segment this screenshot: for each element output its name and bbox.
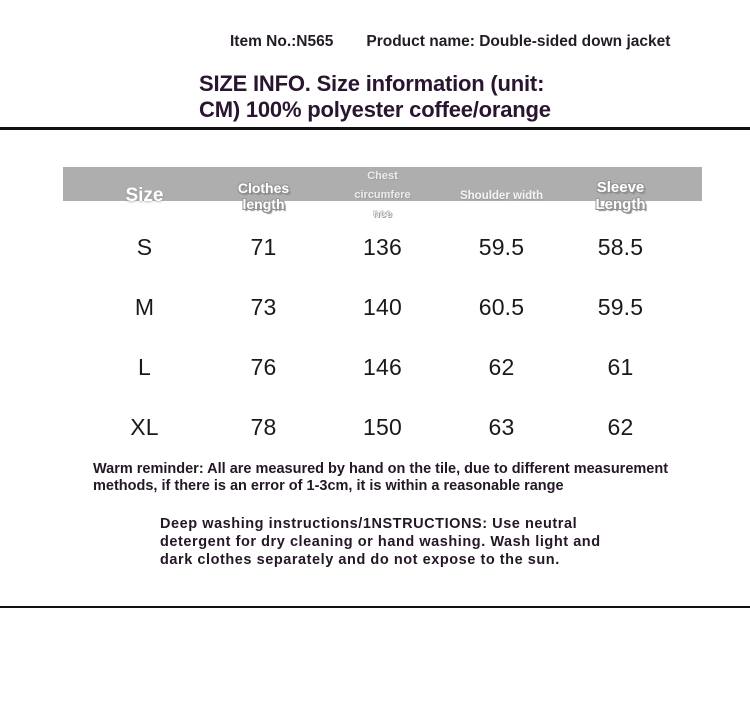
page-title-line2: CM) 100% polyester coffee/orange bbox=[199, 97, 551, 122]
table-row-m: M 73 140 60.5 59.5 bbox=[85, 277, 680, 337]
cell-clothes-length: 73 bbox=[250, 293, 277, 320]
table-row-xl: XL 78 150 63 62 bbox=[85, 397, 680, 457]
bottom-divider bbox=[0, 606, 750, 608]
cell-chest-circumference: 140 bbox=[363, 293, 402, 320]
cell-size: M bbox=[134, 293, 155, 320]
cell-sleeve-length: 61 bbox=[607, 353, 634, 380]
column-header-sleeve-length: Sleeve Length bbox=[595, 178, 646, 213]
cell-shoulder-width: 59.5 bbox=[478, 233, 525, 260]
cell-sleeve-length: 62 bbox=[607, 413, 634, 440]
cell-shoulder-width: 62 bbox=[488, 353, 515, 380]
cell-shoulder-width: 60.5 bbox=[478, 293, 525, 320]
cell-size: XL bbox=[130, 413, 159, 440]
table-row-s: S 71 136 59.5 58.5 bbox=[85, 217, 680, 277]
page-title-line1: SIZE INFO. Size information (unit: bbox=[199, 71, 545, 96]
product-meta: Item No.:N565 Product name: Double-sided… bbox=[230, 33, 670, 51]
column-header-clothes-length: Clothes length bbox=[237, 179, 290, 212]
column-header-size: Size bbox=[125, 184, 164, 206]
cell-chest-circumference: 136 bbox=[363, 233, 402, 260]
cell-size: L bbox=[138, 353, 151, 380]
size-table-body: S 71 136 59.5 58.5 M 73 140 60.5 59.5 L … bbox=[63, 217, 702, 457]
item-number: Item No.:N565 bbox=[230, 33, 334, 50]
cell-size: S bbox=[136, 233, 153, 260]
top-divider bbox=[0, 127, 750, 130]
cell-clothes-length: 71 bbox=[250, 233, 277, 260]
column-header-shoulder-width: Shoulder width bbox=[459, 189, 544, 202]
cell-sleeve-length: 58.5 bbox=[597, 233, 644, 260]
cell-sleeve-length: 59.5 bbox=[597, 293, 644, 320]
warm-reminder-note: Warm reminder: All are measured by hand … bbox=[93, 461, 669, 494]
column-header-chest-circumference: Chest circumfere nce bbox=[354, 170, 411, 220]
washing-instructions-note: Deep washing instructions/1NSTRUCTIONS: … bbox=[160, 516, 601, 568]
product-name: Product name: Double-sided down jacket bbox=[366, 33, 671, 50]
cell-chest-circumference: 146 bbox=[363, 353, 402, 380]
cell-clothes-length: 76 bbox=[250, 353, 277, 380]
page-title: SIZE INFO. Size information (unit: CM) 1… bbox=[199, 71, 551, 123]
size-table-header: Size Clothes length Chest circumfere nce… bbox=[63, 167, 702, 220]
cell-chest-circumference: 150 bbox=[363, 413, 402, 440]
table-row-l: L 76 146 62 61 bbox=[85, 337, 680, 397]
cell-shoulder-width: 63 bbox=[488, 413, 515, 440]
cell-clothes-length: 78 bbox=[250, 413, 277, 440]
